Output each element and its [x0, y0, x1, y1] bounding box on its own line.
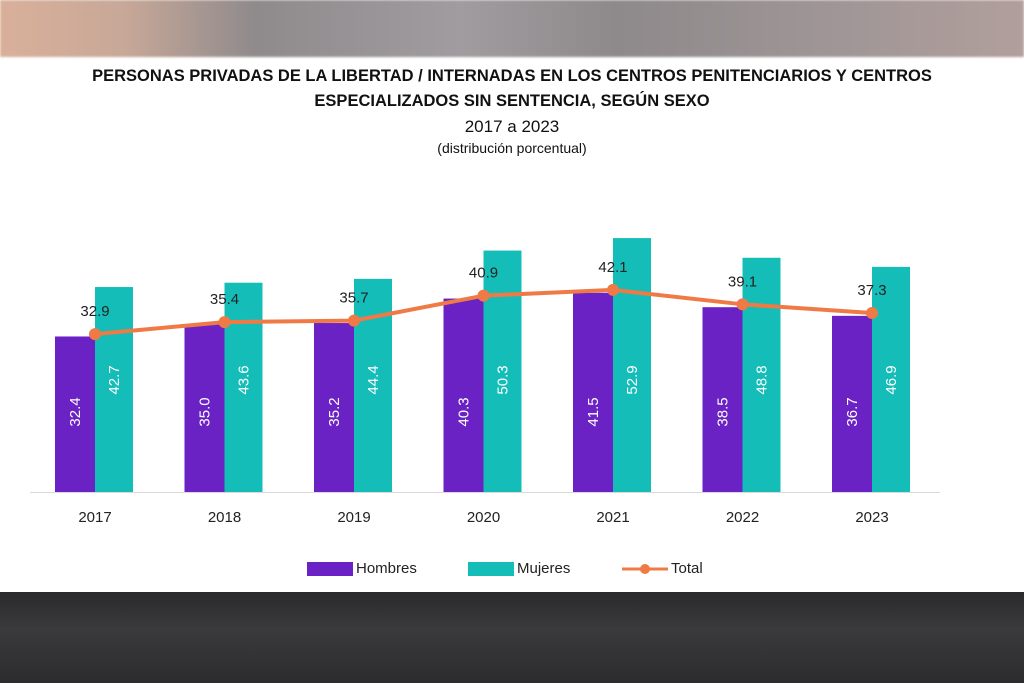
legend: Hombres Mujeres Total: [0, 560, 1024, 582]
point-total-2019: [348, 314, 360, 327]
data-label-mujeres-2022: 48.8: [754, 365, 771, 394]
bar-line-chart: 32.4 42.7 2017 35.0 43.6 2018 35.2 44.4 2019 40.3…: [30, 238, 940, 526]
blurred-background-bottom: [0, 592, 1024, 683]
data-label-mujeres-2019: 44.4: [365, 365, 382, 394]
data-label-total-2020: 40.9: [469, 265, 498, 282]
data-label-hombres-2023: 36.7: [844, 397, 861, 426]
bar-mujeres-2023: [872, 266, 910, 492]
data-label-hombres-2017: 32.4: [67, 397, 84, 426]
chart-header: PERSONAS PRIVADAS DE LA LIBERTAD / INTER…: [0, 64, 1024, 158]
x-tick-label-2019: 2019: [337, 509, 370, 526]
data-label-total-2023: 37.3: [857, 282, 886, 299]
legend-label-mujeres: Mujeres: [517, 560, 571, 577]
data-label-mujeres-2023: 46.9: [883, 365, 900, 394]
data-label-total-2018: 35.4: [210, 291, 239, 308]
data-label-hombres-2018: 35.0: [197, 397, 214, 426]
bar-hombres-2023: [832, 315, 872, 492]
data-label-mujeres-2017: 42.7: [106, 365, 123, 394]
blurred-background-top: [0, 0, 1024, 57]
x-tick-label-2021: 2021: [596, 509, 629, 526]
data-label-hombres-2020: 40.3: [456, 397, 473, 426]
bar-hombres-2017: [55, 336, 95, 492]
x-tick-label-2017: 2017: [78, 509, 111, 526]
data-label-total-2017: 32.9: [80, 303, 109, 320]
legend-label-total: Total: [671, 560, 703, 577]
chart-subtitle: 2017 a 2023: [464, 117, 560, 136]
legend-swatch-hombres: [307, 561, 353, 576]
data-label-hombres-2019: 35.2: [326, 397, 343, 426]
data-label-hombres-2022: 38.5: [715, 397, 732, 426]
point-total-2020: [477, 289, 490, 302]
x-tick-label-2023: 2023: [855, 509, 888, 526]
point-total-2021: [607, 283, 619, 296]
bar-mujeres-2022: [742, 257, 781, 492]
data-label-total-2021: 42.1: [598, 259, 627, 276]
legend-swatch-mujeres: [468, 561, 514, 576]
point-total-2017: [89, 328, 101, 341]
point-total-2023: [866, 306, 878, 319]
data-label-mujeres-2018: 43.6: [236, 365, 253, 394]
point-total-2022: [736, 298, 749, 311]
bar-hombres-2019: [314, 323, 354, 492]
legend-line-total: [622, 563, 668, 574]
data-label-total-2022: 39.1: [728, 273, 757, 290]
bar-mujeres-2018: [224, 282, 263, 492]
bar-mujeres-2021: [613, 238, 651, 492]
bar-mujeres-2020: [483, 250, 522, 492]
legend-mujeres: Mujeres: [468, 560, 570, 577]
legend-hombres: Hombres: [307, 560, 417, 577]
x-tick-label-2020: 2020: [467, 509, 500, 526]
point-total-2018: [218, 316, 231, 329]
chart-title-line-2: ESPECIALIZADOS SIN SENTENCIA, SEGÚN SEXO: [314, 92, 710, 110]
legend-label-hombres: Hombres: [356, 560, 417, 577]
legend-total: Total: [622, 560, 703, 577]
bar-hombres-2020: [443, 298, 484, 492]
x-tick-label-2018: 2018: [208, 509, 241, 526]
data-label-hombres-2021: 41.5: [585, 397, 602, 426]
data-label-mujeres-2021: 52.9: [624, 365, 641, 394]
bar-hombres-2021: [573, 292, 613, 492]
data-label-total-2019: 35.7: [339, 290, 368, 307]
bar-hombres-2022: [702, 307, 743, 492]
chart-unit-note: (distribución porcentual): [437, 140, 587, 156]
chart-title-line-1: PERSONAS PRIVADAS DE LA LIBERTAD / INTER…: [92, 67, 932, 85]
bar-hombres-2018: [184, 324, 225, 492]
x-tick-label-2022: 2022: [726, 509, 759, 526]
bar-mujeres-2017: [95, 287, 133, 492]
data-label-mujeres-2020: 50.3: [495, 365, 512, 394]
